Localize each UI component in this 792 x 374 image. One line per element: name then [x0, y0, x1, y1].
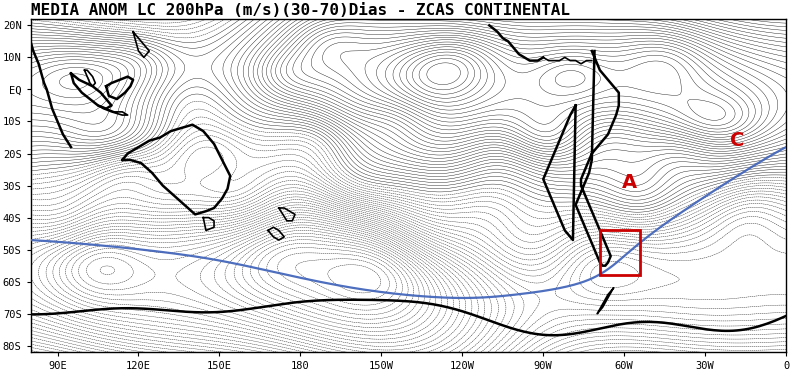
Text: A: A — [622, 173, 637, 192]
Text: C: C — [730, 131, 744, 150]
Text: MEDIA ANOM LC 200hPa (m/s)(30-70)Dias - ZCAS CONTINENTAL: MEDIA ANOM LC 200hPa (m/s)(30-70)Dias - … — [31, 3, 569, 18]
Bar — [600, 230, 641, 275]
